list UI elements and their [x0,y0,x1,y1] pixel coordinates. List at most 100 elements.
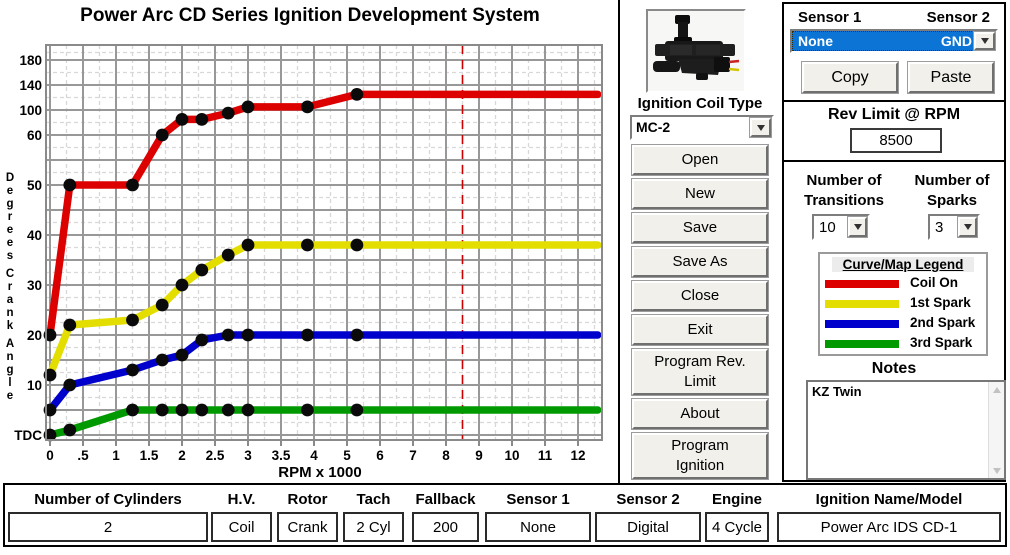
x-tick-label: 6 [376,448,384,463]
fallback-value[interactable]: 200 [412,512,479,542]
chevron-down-icon[interactable] [750,118,771,137]
number-of-cylinders-value[interactable]: 2 [8,512,208,542]
curve-point[interactable] [221,403,235,417]
sparks-combo[interactable]: 3 [928,214,980,240]
new-button[interactable]: New [632,179,768,209]
scroll-down-icon[interactable] [989,463,1004,478]
notes-textarea[interactable]: KZ Twin [806,380,1006,480]
curve-point[interactable] [63,178,77,192]
curve-point[interactable] [350,328,364,342]
program-ignition-button[interactable]: Program Ignition [632,433,768,479]
sensor-1-label: Sensor 1 [506,491,570,508]
curve-point[interactable] [301,238,314,252]
curve-point[interactable] [63,318,77,332]
curve-point[interactable] [241,238,255,252]
curve-point[interactable] [126,403,139,417]
sensor-select-combo[interactable]: None GND [790,29,998,53]
legend-color-bar [825,300,899,308]
ignition-coil-image [648,11,740,87]
open-button[interactable]: Open [632,145,768,175]
save-as-button[interactable]: Save As [632,247,768,277]
timing-curve-chart[interactable]: 0 .5 1 1.5 2 2.5 3 3.5 4 5 6 7 8 9 10 11 12 180 140 100 60 50… [0,0,620,490]
scroll-up-icon[interactable] [989,382,1004,397]
ignition-coil-type-combo[interactable]: MC-2 [630,115,774,140]
sensor-selected-name: None [798,33,833,49]
x-tick-label: 10 [504,448,519,463]
curve-point[interactable] [195,112,209,126]
curve-2nd-spark[interactable] [43,328,602,417]
curve-point[interactable] [126,178,139,192]
curve-point[interactable] [241,100,255,114]
curve-point[interactable] [195,333,209,347]
ignition-coil-type-label: Ignition Coil Type [637,95,763,112]
engine-value[interactable]: 4 Cycle [705,512,769,542]
curve-point[interactable] [126,313,139,327]
chevron-down-icon[interactable] [974,32,995,50]
curve-point[interactable] [155,298,169,312]
curve-point[interactable] [221,248,235,262]
x-tick-label: 1 [112,448,120,463]
x-tick-label: 5 [343,448,351,463]
legend-title: Curve/Map Legend [832,257,974,272]
x-tick-label: 0 [46,448,54,463]
curve-point[interactable] [175,112,189,126]
curve-point[interactable] [175,278,189,292]
sensor-2-label: Sensor 2 [616,491,680,508]
curve-point[interactable] [155,403,169,417]
x-tick-label: 2 [178,448,186,463]
sensor-2-value[interactable]: Digital [595,512,701,542]
curve-point[interactable] [155,128,169,142]
sensor-1-value[interactable]: None [485,512,591,542]
y-tick-label: 50 [27,178,42,193]
curve-point[interactable] [63,423,77,437]
transitions-combo[interactable]: 10 [812,214,870,240]
curve-point[interactable] [195,263,209,277]
program-rev-limit-button[interactable]: Program Rev. Limit [632,349,768,395]
y-tick-label: 60 [27,128,42,143]
curve-point[interactable] [195,403,209,417]
legend-entry-label: Coil On [910,275,958,290]
paste-button[interactable]: Paste [908,62,994,93]
tach-value[interactable]: 2 Cyl [343,512,404,542]
ignition-name-model-value[interactable]: Power Arc IDS CD-1 [777,512,1001,542]
curve-point[interactable] [350,238,364,252]
rev-limit-input[interactable]: 8500 [850,128,942,153]
curve-coil-on[interactable] [43,87,602,342]
curve-point[interactable] [301,403,314,417]
legend-color-bar [825,320,899,328]
curve-3rd-spark[interactable] [43,403,602,442]
y-tick-label: 180 [19,53,42,68]
copy-button[interactable]: Copy [802,62,898,93]
curve-point[interactable] [350,87,364,101]
curve-point[interactable] [221,106,235,120]
ignition-coil-type-value: MC-2 [636,119,671,135]
curve-point[interactable] [221,328,235,342]
curve-point[interactable] [175,348,189,362]
legend-color-bar [825,340,899,348]
curve-point[interactable] [63,378,77,392]
curve-point[interactable] [155,353,169,367]
h-v-value[interactable]: Coil [211,512,272,542]
save-button[interactable]: Save [632,213,768,243]
curve-point[interactable] [241,403,255,417]
x-tick-label: 1.5 [140,448,159,463]
x-tick-label: 7 [409,448,417,463]
curve-point[interactable] [175,403,189,417]
curve-point[interactable] [350,403,364,417]
curve-point[interactable] [301,100,314,114]
x-tick-label: 9 [475,448,483,463]
about-button[interactable]: About [632,399,768,429]
curve-point[interactable] [126,363,139,377]
chevron-down-icon[interactable] [848,217,867,237]
close-button[interactable]: Close [632,281,768,311]
curve-point[interactable] [301,328,314,342]
notes-scrollbar[interactable] [988,382,1004,478]
rotor-label: Rotor [287,491,328,508]
notes-text: KZ Twin [812,384,862,399]
exit-button[interactable]: Exit [632,315,768,345]
curve-point[interactable] [241,328,255,342]
legend-entry-3rd-spark: 3rd Spark [820,334,986,354]
chevron-down-icon[interactable] [958,217,977,237]
rotor-value[interactable]: Crank [277,512,338,542]
